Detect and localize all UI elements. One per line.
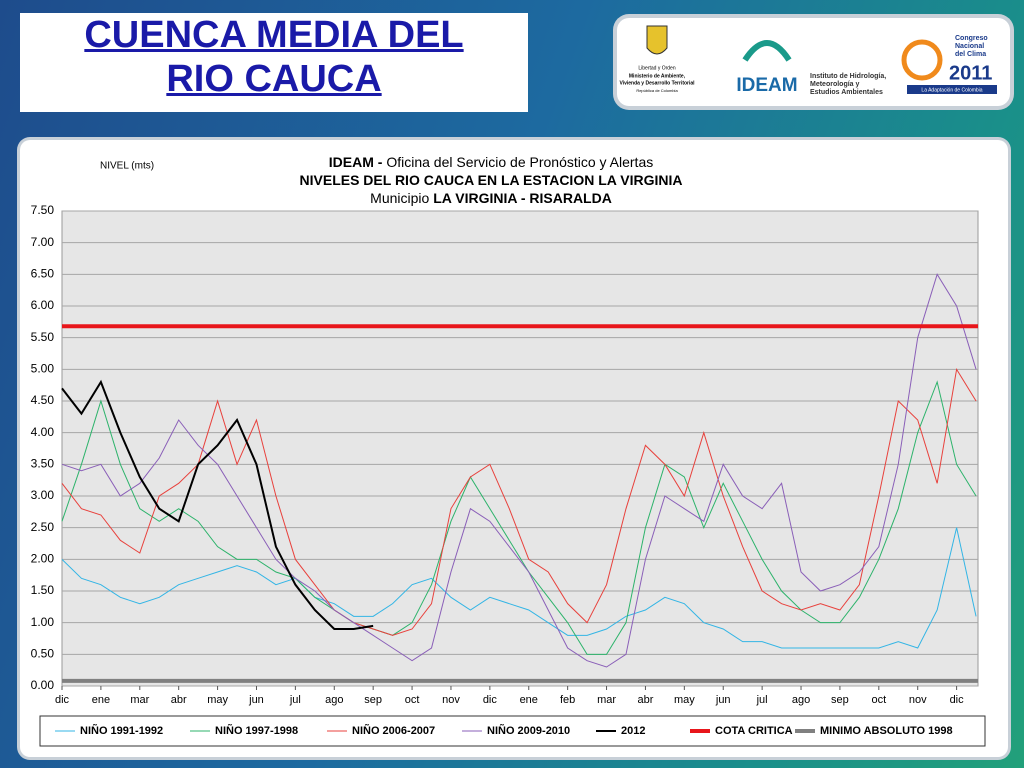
y-tick-label: 6.50 — [31, 267, 55, 281]
x-tick-label: mar — [130, 694, 149, 706]
x-tick-label: abr — [171, 694, 187, 706]
logo-text: Estudios Ambientales — [810, 89, 883, 96]
x-tick-label: ago — [325, 694, 343, 706]
y-tick-label: 1.00 — [31, 615, 55, 629]
logo-text: 2011 — [949, 62, 992, 84]
x-tick-label: may — [207, 694, 228, 706]
logo-text: Vivienda y Desarrollo Territorial — [619, 80, 695, 86]
x-tick-label: oct — [871, 694, 886, 706]
x-tick-label: sep — [831, 694, 849, 706]
series-line — [61, 273, 977, 668]
y-tick-label: 7.50 — [31, 203, 55, 217]
logos: Libertad y Orden Ministerio de Ambiente,… — [617, 18, 1010, 106]
x-tick-label: nov — [442, 694, 460, 706]
x-tick-label: oct — [405, 694, 420, 706]
y-tick-label: 4.50 — [31, 393, 55, 407]
logo-text: Instituto de Hidrología, — [810, 73, 886, 80]
legend-label: NIÑO 2009-2010 — [487, 724, 570, 737]
legend-label: MINIMO ABSOLUTO 1998 — [820, 725, 953, 737]
legend-box — [39, 715, 986, 747]
title-part: IDEAM - — [329, 154, 387, 170]
y-tick-label: 7.00 — [31, 235, 55, 249]
title-part: Municipio — [370, 190, 433, 206]
chart-title: IDEAM - Oficina del Servicio de Pronósti… — [329, 154, 653, 170]
logo-text: Congreso — [955, 35, 988, 42]
y-axis-label: NIVEL (mts) — [100, 161, 154, 172]
series-line — [61, 379, 374, 630]
title-box: CUENCA MEDIA DEL RIO CAUCA — [20, 13, 528, 112]
x-tick-label: abr — [637, 694, 653, 706]
y-tick-label: 5.00 — [31, 362, 55, 376]
y-tick-label: 1.50 — [31, 583, 55, 597]
x-tick-label: jun — [715, 694, 731, 706]
x-tick-label: dic — [950, 694, 965, 706]
congreso-icon — [901, 39, 943, 81]
legend-label: 2012 — [621, 725, 645, 737]
slide-title: CUENCA MEDIA DEL — [84, 14, 464, 56]
x-tick-label: jul — [289, 694, 301, 706]
slide-title: RIO CAUCA — [166, 58, 382, 100]
logo-text: La Adaptación de Colombia — [921, 87, 982, 93]
logo-text: del Clima — [955, 51, 986, 58]
x-tick-label: may — [674, 694, 695, 706]
x-tick-label: dic — [483, 694, 498, 706]
y-tick-label: 3.00 — [31, 488, 55, 502]
logo-text: Ministerio de Ambiente, — [629, 73, 686, 79]
y-tick-label: 0.00 — [31, 678, 55, 692]
x-tick-label: jun — [248, 694, 264, 706]
logo-text: Nacional — [955, 43, 984, 50]
logo-text: República de Colombia — [636, 88, 678, 93]
series-line — [61, 367, 977, 636]
ideam-icon — [742, 40, 792, 62]
legend-label: NIÑO 1991-1992 — [80, 724, 163, 737]
y-tick-label: 6.00 — [31, 298, 55, 312]
title-part: LA VIRGINIA - RISARALDA — [433, 190, 612, 206]
x-tick-label: ene — [92, 694, 110, 706]
x-tick-label: nov — [909, 694, 927, 706]
legend-label: NIÑO 1997-1998 — [215, 724, 298, 737]
x-tick-label: mar — [597, 694, 616, 706]
chart-title: Municipio LA VIRGINIA - RISARALDA — [370, 190, 612, 206]
series-line — [61, 527, 977, 649]
logo-text: Meteorología y — [810, 81, 860, 88]
congreso-band — [907, 85, 997, 94]
chart-title: NIVELES DEL RIO CAUCA EN LA ESTACION LA … — [300, 172, 683, 188]
x-tick-label: ago — [792, 694, 810, 706]
shield-icon — [646, 25, 668, 55]
y-tick-label: 5.50 — [31, 330, 55, 344]
y-tick-label: 2.00 — [31, 552, 55, 566]
y-tick-label: 4.00 — [31, 425, 55, 439]
y-tick-label: 3.50 — [31, 457, 55, 471]
x-tick-label: ene — [520, 694, 538, 706]
legend-label: COTA CRITICA — [715, 725, 793, 737]
y-tick-label: 2.50 — [31, 520, 55, 534]
logos-svg: Libertad y Orden Ministerio de Ambiente,… — [619, 25, 997, 96]
y-tick-label: 0.50 — [31, 647, 55, 661]
x-tick-label: sep — [364, 694, 382, 706]
x-tick-label: feb — [560, 694, 575, 706]
title-part: NIVELES DEL RIO CAUCA EN LA ESTACION LA … — [300, 172, 683, 188]
x-tick-label: dic — [55, 694, 70, 706]
x-tick-label: jul — [756, 694, 768, 706]
plot-area — [61, 210, 979, 687]
logo-text: Libertad y Orden — [638, 65, 675, 71]
logo-text: IDEAM — [736, 75, 797, 96]
series-line — [61, 380, 977, 655]
title-part: Oficina del Servicio de Pronóstico y Ale… — [386, 154, 653, 170]
legend-label: NIÑO 2006-2007 — [352, 724, 435, 737]
